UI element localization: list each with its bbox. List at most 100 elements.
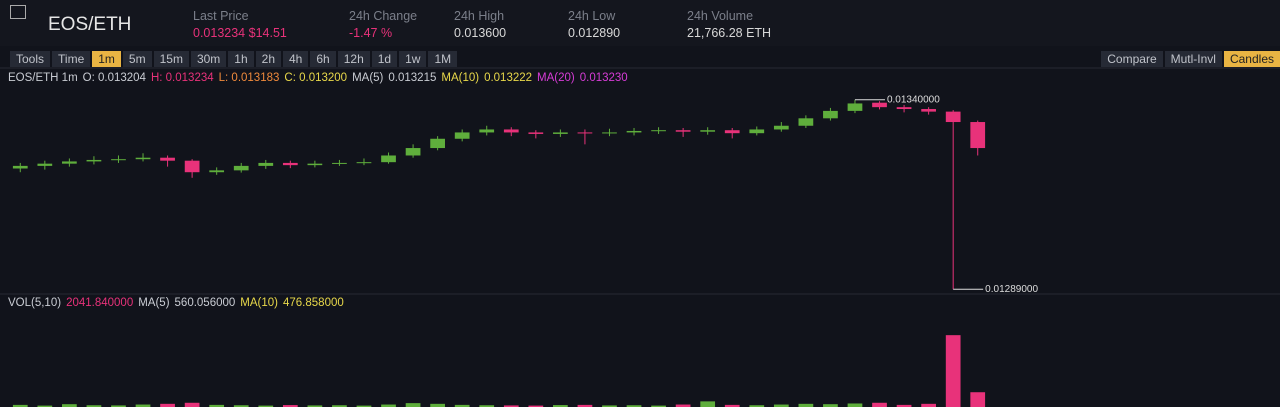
volume-bar — [405, 403, 421, 407]
toolbar-button[interactable]: 1w — [399, 51, 427, 67]
candle-body — [749, 129, 765, 134]
candle-body — [528, 132, 544, 134]
ma5: 560.056000 — [174, 297, 236, 309]
value: 21,766.28 ETH — [687, 26, 772, 40]
candle-body — [356, 162, 372, 164]
volume-bar — [209, 404, 225, 407]
candle-body — [970, 122, 986, 149]
volume-legend: VOL(5,10) 2041.840000 MA(5) 560.056000 MA(10… — [8, 297, 349, 309]
label: 24h Low — [568, 9, 616, 23]
volume-bar — [503, 405, 519, 407]
candle-body — [184, 160, 200, 173]
volume-bar — [282, 405, 298, 407]
volume-bar — [160, 403, 175, 407]
candle-body — [872, 102, 887, 108]
ma5-label: MA(5) — [352, 72, 384, 84]
toolbar-button[interactable]: 1d — [371, 51, 398, 67]
ma5: 0.013215 — [388, 72, 437, 84]
value: 0.013600 — [454, 26, 507, 40]
candle-body — [37, 163, 53, 166]
volume-bar — [675, 404, 691, 407]
candle-body — [209, 170, 225, 173]
annotation-label: 0.01340000 — [887, 94, 940, 105]
volume-bar — [528, 405, 544, 407]
volume-bar — [454, 404, 470, 407]
candle-body — [896, 107, 912, 110]
toolbar-button[interactable]: 4h — [283, 51, 309, 67]
candle-body — [282, 162, 298, 166]
stat: 24h Volume 21,766.28 ETH — [687, 9, 771, 40]
toolbar-button[interactable]: 12h — [337, 51, 370, 67]
volume-bar — [945, 335, 961, 407]
volume-bar — [700, 401, 716, 407]
price: 0.013234 — [193, 26, 246, 40]
interval-toolbar: Tools Time 1m 5m 15m 30m 1h 2h 4h 6h 12h 1d 1w 1M — [10, 51, 458, 67]
volume-bar — [847, 403, 863, 407]
volume-bar — [921, 403, 936, 407]
label: Last Price — [193, 9, 249, 23]
toolbar-button[interactable]: 30m — [190, 51, 227, 67]
volume-bar — [184, 402, 200, 407]
candle-body — [233, 165, 249, 171]
toolbar-button[interactable]: Compare — [1101, 51, 1163, 67]
open: O: 0.013204 — [82, 72, 146, 84]
toolbar-button[interactable]: 1M — [428, 51, 458, 67]
volume-bar — [773, 404, 789, 407]
ma10-label: MA(10) — [441, 72, 480, 84]
volume-bar — [970, 392, 986, 407]
volume-bar — [602, 405, 617, 407]
vol-value: 2041.840000 — [66, 297, 134, 309]
volume-bar — [651, 405, 666, 407]
pair: EOS/ETH 1m — [8, 72, 78, 84]
ma5-label: MA(5) — [138, 297, 170, 309]
volume-bar — [307, 405, 323, 407]
volume-bar — [332, 405, 347, 407]
candle-body — [405, 148, 421, 156]
low: L: 0.013183 — [218, 72, 280, 84]
toolbar-button[interactable]: 1h — [228, 51, 254, 67]
stat: Last Price 0.013234 $14.51 — [193, 9, 287, 40]
candle-body — [86, 159, 102, 162]
candle-body — [651, 130, 666, 132]
high: H: 0.013234 — [150, 72, 214, 84]
toolbar-button[interactable]: Candles — [1223, 51, 1280, 67]
candle-body — [675, 130, 691, 132]
volume-bar — [724, 404, 740, 407]
header: EOS/ETH Last Price 0.013234 $14.51 24h Ch… — [0, 0, 1280, 46]
candle-body — [111, 159, 126, 161]
volume-bar — [749, 405, 765, 407]
candle-body — [62, 161, 77, 164]
candle-body — [553, 132, 568, 134]
toolbar-button[interactable]: 2h — [255, 51, 281, 67]
candle-body — [381, 155, 396, 163]
volume-bar — [12, 404, 28, 407]
candle-body — [773, 125, 789, 130]
volume-bar — [233, 405, 249, 407]
candle-body — [307, 163, 323, 166]
toolbar-button[interactable]: Tools — [10, 51, 51, 67]
candle-body — [12, 165, 28, 169]
volume-bar — [86, 405, 102, 407]
label: 24h Volume — [687, 9, 754, 23]
back-button[interactable] — [10, 5, 26, 19]
candle-body — [626, 130, 642, 133]
value: 0.012890 — [568, 26, 621, 40]
candle-body — [847, 103, 863, 111]
volume-bar — [62, 404, 77, 407]
price-legend: EOS/ETH 1m O: 0.013204 H: 0.013234 L: 0.013… — [8, 72, 633, 84]
toolbar-button[interactable]: 6h — [310, 51, 336, 67]
toolbar-button[interactable]: Mutl-Invl — [1164, 51, 1222, 67]
candle-body — [823, 110, 838, 119]
tool-toolbar: Compare Mutl-Invl Candles — [1101, 51, 1280, 67]
volume-bar — [381, 404, 396, 407]
toolbar-button[interactable]: Time — [52, 51, 91, 67]
ma20-label: MA(20) — [537, 72, 575, 84]
price-usd: $14.51 — [248, 26, 287, 40]
candle-body — [577, 132, 593, 134]
candle-body — [332, 162, 347, 164]
toolbar-button[interactable]: 1m — [92, 51, 121, 67]
toolbar-button[interactable]: 15m — [153, 51, 189, 67]
toolbar-button[interactable]: 5m — [122, 51, 152, 67]
candle-body — [724, 130, 740, 134]
